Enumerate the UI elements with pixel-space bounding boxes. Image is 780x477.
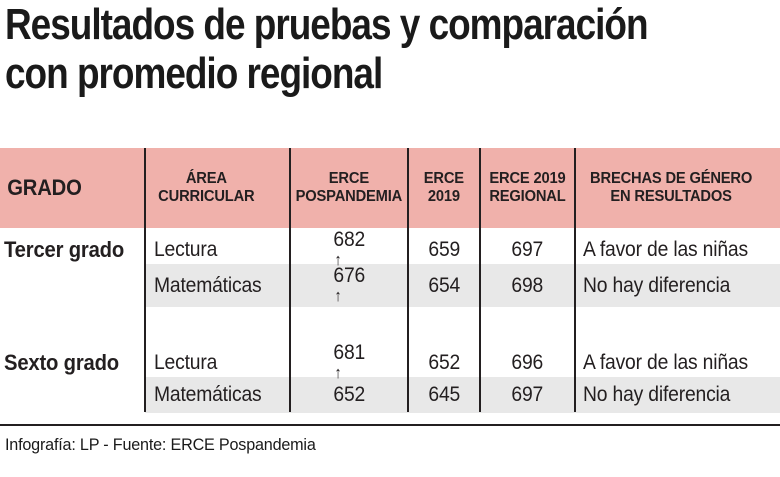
- table-row: Tercer grado Lectura 682 ↑ 659 697 A favor de …: [0, 228, 780, 269]
- grade-cell: [0, 377, 145, 413]
- column-header-label: ERCE 2019: [423, 170, 465, 205]
- erce-2019-regional-cell-text: 697: [511, 383, 544, 406]
- erce-2019-cell-text: 654: [428, 273, 460, 297]
- column-header-label: BRECHAS DE GÉNERO EN RESULTADOS: [590, 170, 753, 205]
- table-header-row: GRADO ÁREA CURRICULAR ERCE POSPANDEMIA ERCE…: [0, 148, 780, 228]
- table-row: Sexto grado Lectura 681 ↑ 652 696 A favor de l…: [0, 341, 780, 382]
- erce-2019-cell: 652: [408, 341, 480, 384]
- column-header: ÁREA CURRICULAR: [145, 148, 290, 228]
- gender-gap-cell: A favor de las niñas: [575, 341, 780, 384]
- gender-gap-cell-text: A favor de las niñas: [583, 237, 748, 261]
- erce-2019-regional-cell: 696: [480, 341, 575, 384]
- erce-2019-regional-cell-text: 696: [511, 350, 544, 374]
- column-header-label: GRADO: [7, 175, 82, 200]
- erce-2019-regional-cell: 697: [480, 228, 575, 271]
- subject-cell: Lectura: [145, 341, 290, 384]
- column-divider-line: [574, 148, 576, 412]
- grade-cell-text: Tercer grado: [4, 236, 125, 262]
- erce-pospandemia-cell: 652: [290, 377, 408, 413]
- erce-pospandemia-cell: 676 ↑: [290, 264, 408, 307]
- erce-pospandemia-cell: 681 ↑: [290, 341, 408, 384]
- erce-2019-cell: 654: [408, 264, 480, 307]
- column-header: GRADO: [0, 148, 145, 228]
- column-header-label: ERCE 2019 REGIONAL: [489, 170, 566, 205]
- trend-up-arrow-icon: ↑: [334, 364, 342, 382]
- footer-divider: [0, 424, 780, 426]
- column-divider-line: [289, 148, 291, 412]
- grade-cell: [0, 264, 145, 307]
- column-divider-line: [407, 148, 409, 412]
- erce-2019-regional-cell-text: 698: [511, 273, 544, 297]
- erce-2019-cell: 645: [408, 377, 480, 413]
- erce-pospandemia-cell: 682 ↑: [290, 228, 408, 271]
- column-header: BRECHAS DE GÉNERO EN RESULTADOS: [575, 148, 780, 228]
- gender-gap-cell: No hay diferencia: [575, 377, 780, 413]
- page-title: Resultados de pruebas y comparación con …: [5, 0, 649, 98]
- column-header-label: ERCE POSPANDEMIA: [295, 170, 403, 205]
- grade-cell: Sexto grado: [0, 341, 145, 384]
- grade-cell-text: Sexto grado: [4, 349, 119, 375]
- erce-pospandemia-cell-text: 681 ↑: [333, 341, 365, 382]
- column-header: ERCE 2019: [408, 148, 480, 228]
- erce-pospandemia-cell-text: 676 ↑: [333, 264, 365, 305]
- grade-cell: Tercer grado: [0, 228, 145, 271]
- erce-2019-regional-cell-text: 697: [511, 237, 544, 261]
- results-table: GRADO ÁREA CURRICULAR ERCE POSPANDEMIA ERCE…: [0, 148, 780, 413]
- column-divider-line: [479, 148, 481, 412]
- subject-cell-text: Matemáticas: [154, 383, 262, 406]
- subject-cell-text: Lectura: [154, 237, 218, 261]
- subject-cell: Matemáticas: [145, 377, 290, 413]
- erce-2019-regional-cell: 697: [480, 377, 575, 413]
- trend-up-arrow-icon: ↑: [334, 287, 342, 305]
- column-header-label: ÁREA CURRICULAR: [158, 170, 255, 205]
- erce-2019-cell-text: 652: [428, 350, 460, 374]
- table-row: Matemáticas 676 ↑ 654 698 No hay diferencia: [0, 264, 780, 307]
- gender-gap-cell-text: No hay diferencia: [583, 383, 731, 406]
- erce-2019-regional-cell: 698: [480, 264, 575, 307]
- erce-pospandemia-cell-text: 652: [333, 383, 365, 406]
- gender-gap-cell-text: No hay diferencia: [583, 273, 731, 297]
- column-divider-line: [144, 148, 146, 412]
- erce-2019-cell-text: 645: [428, 383, 460, 406]
- trend-up-arrow-icon: ↑: [334, 251, 342, 269]
- subject-cell: Lectura: [145, 228, 290, 271]
- subject-cell: Matemáticas: [145, 264, 290, 307]
- column-header: ERCE POSPANDEMIA: [290, 148, 408, 228]
- erce-2019-cell-text: 659: [428, 237, 460, 261]
- table-row: Matemáticas 652 645 697 No hay diferencia: [0, 377, 780, 413]
- gender-gap-cell: No hay diferencia: [575, 264, 780, 307]
- subject-cell-text: Lectura: [154, 350, 218, 374]
- column-header: ERCE 2019 REGIONAL: [480, 148, 575, 228]
- gender-gap-cell-text: A favor de las niñas: [583, 350, 748, 374]
- erce-2019-cell: 659: [408, 228, 480, 271]
- subject-cell-text: Matemáticas: [154, 273, 262, 297]
- table-body: Tercer grado Lectura 682 ↑ 659 697 A favor de …: [0, 228, 780, 413]
- credit-source-line: Infografía: LP - Fuente: ERCE Pospandemi…: [5, 435, 316, 454]
- gender-gap-cell: A favor de las niñas: [575, 228, 780, 271]
- erce-pospandemia-cell-text: 682 ↑: [333, 228, 365, 269]
